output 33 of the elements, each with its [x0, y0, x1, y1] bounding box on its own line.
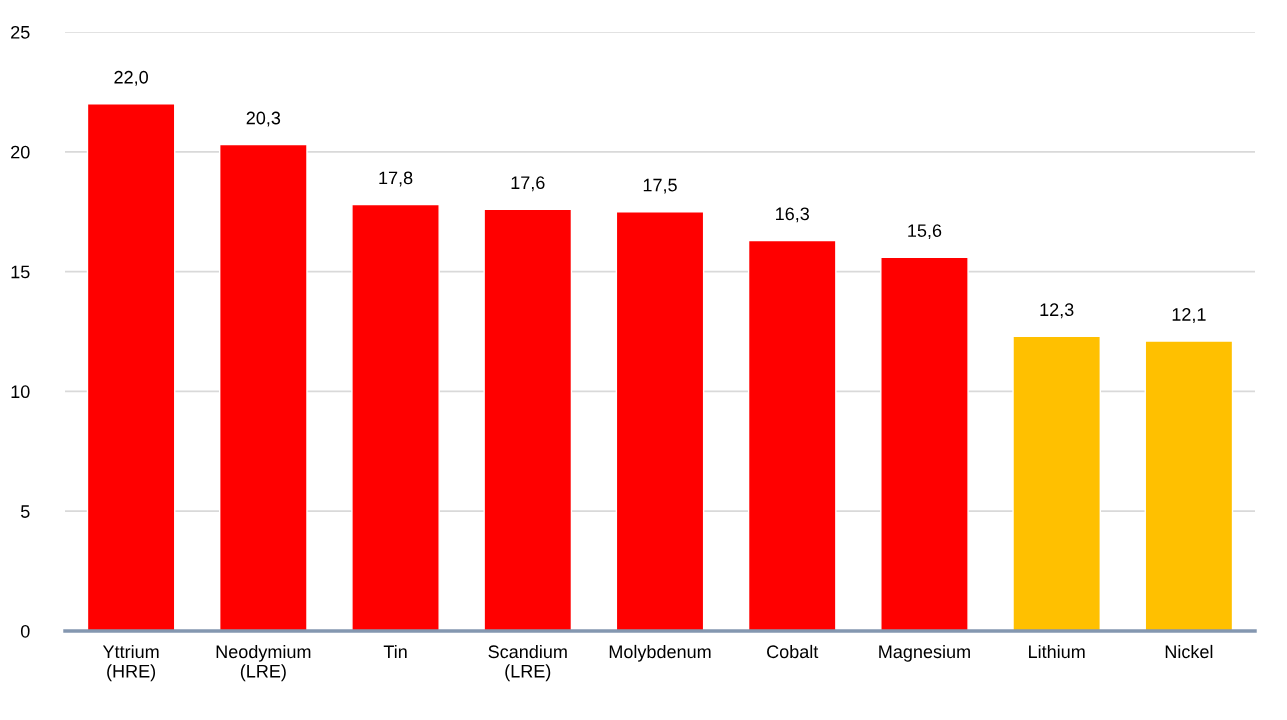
data-label: 22,0 — [114, 70, 148, 86]
x-tick-label: Tin — [383, 644, 407, 658]
bar — [1012, 335, 1101, 631]
bar — [615, 211, 705, 631]
data-label: 20,3 — [246, 111, 281, 127]
x-tick-label: Magnesium — [879, 644, 970, 662]
bar — [219, 143, 308, 631]
data-label: 17,5 — [643, 178, 677, 194]
y-tick-label: 15 — [11, 265, 30, 279]
y-tick-label: 0 — [20, 624, 30, 638]
y-tick-label: 10 — [11, 385, 30, 399]
data-label: 12,1 — [1172, 308, 1206, 323]
data-label: 17,8 — [379, 171, 413, 187]
x-tick-label: Neodymium (LRE) — [216, 644, 311, 682]
data-label: 12,3 — [1040, 303, 1074, 319]
y-tick-label: 25 — [11, 25, 30, 39]
bar — [86, 103, 176, 631]
x-tick-label: Yttrium (HRE) — [102, 644, 159, 682]
data-label: 17,6 — [511, 176, 545, 192]
data-label: 16,3 — [776, 207, 809, 223]
bar — [747, 239, 837, 631]
data-label: 15,6 — [908, 224, 942, 240]
x-tick-label: Cobalt — [767, 644, 819, 659]
x-tick-label: Molybdenum — [609, 644, 711, 662]
x-tick-label: Scandium (LRE) — [488, 644, 567, 682]
bar — [880, 256, 969, 631]
bar — [483, 208, 573, 631]
y-tick-label: 5 — [20, 505, 30, 518]
y-tick-label: 20 — [11, 145, 30, 159]
bar — [1144, 340, 1234, 631]
x-tick-label: Lithium — [1029, 644, 1085, 659]
bar — [351, 203, 440, 631]
x-tick-label: Nickel — [1165, 644, 1213, 659]
